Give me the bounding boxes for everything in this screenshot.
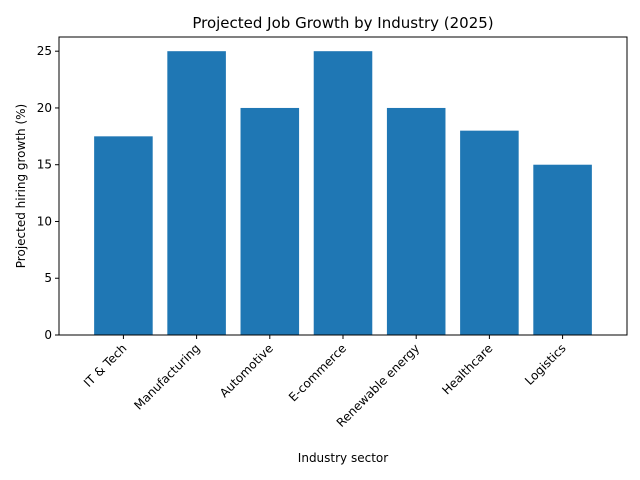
plot-frame bbox=[58, 36, 628, 336]
y-tick-label: 15 bbox=[37, 158, 52, 172]
x-axis-ticks: IT & Tech Manufacturing Automotive E-commer… bbox=[81, 335, 569, 430]
y-tick-label: 25 bbox=[37, 44, 52, 58]
x-tick-label: Manufacturing bbox=[131, 341, 202, 412]
bars-group bbox=[94, 51, 592, 335]
x-axis-label: Industry sector bbox=[298, 451, 388, 465]
y-axis-ticks: 0 5 10 15 20 25 bbox=[37, 44, 59, 342]
x-tick-label: Renewable energy bbox=[334, 341, 423, 430]
bar bbox=[533, 164, 592, 335]
bar bbox=[313, 51, 373, 335]
y-axis-label: Projected hiring growth (%) bbox=[14, 104, 28, 268]
chart-title: Projected Job Growth by Industry (2025) bbox=[192, 14, 493, 32]
x-tick-label: E-commerce bbox=[286, 341, 349, 404]
bar bbox=[167, 51, 226, 335]
y-tick-label: 10 bbox=[37, 214, 52, 228]
x-tick-label: Automotive bbox=[217, 341, 276, 400]
x-tick-label: Healthcare bbox=[439, 341, 495, 397]
y-tick-label: 5 bbox=[44, 271, 52, 285]
y-tick-label: 0 bbox=[44, 328, 52, 342]
bar bbox=[386, 107, 446, 335]
bar bbox=[240, 107, 300, 335]
x-tick-label: Logistics bbox=[522, 341, 569, 388]
y-tick-label: 20 bbox=[37, 101, 52, 115]
bar bbox=[94, 136, 153, 335]
x-tick-label: IT & Tech bbox=[81, 341, 130, 390]
bar bbox=[460, 130, 519, 335]
